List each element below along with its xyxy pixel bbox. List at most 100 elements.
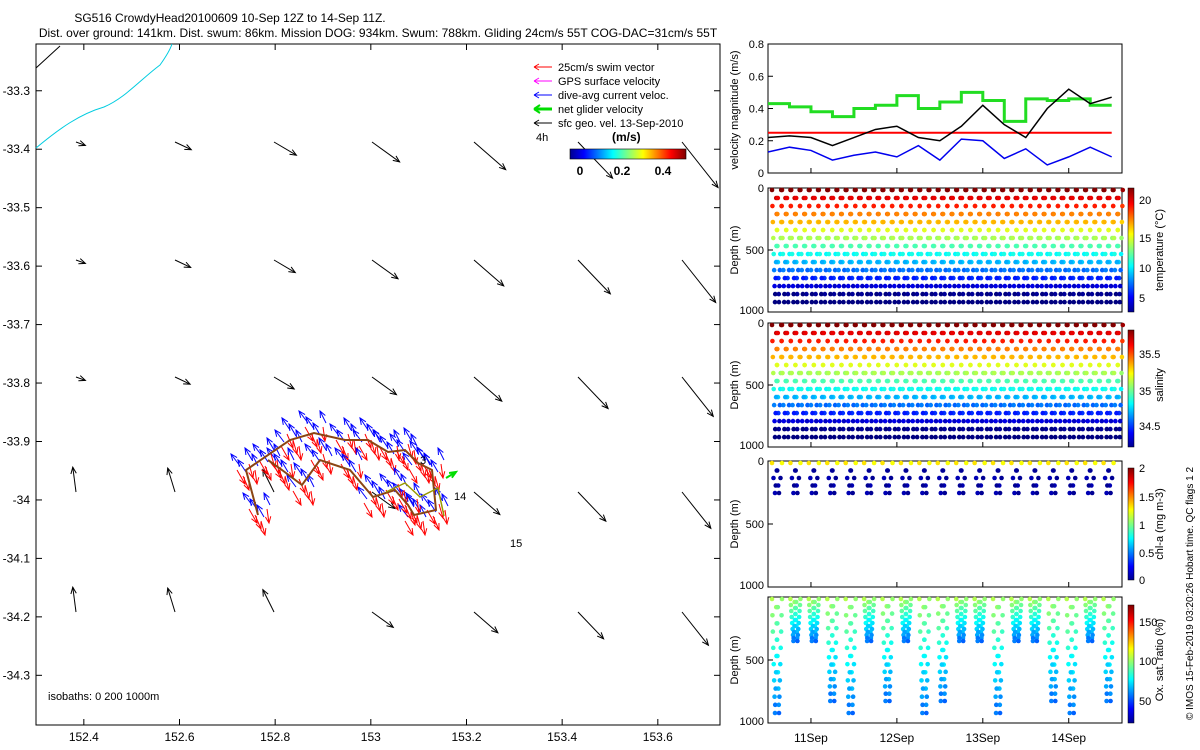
oxygen-sample-point: [847, 686, 852, 691]
salinity-sample-point: [956, 418, 962, 424]
geo-velocity-arrow-head: [599, 514, 607, 523]
salinity-sample-point: [993, 426, 999, 432]
temperature-sample-point: [1060, 211, 1066, 217]
salinity-sample-point: [966, 410, 972, 416]
temperature-sample-point: [1014, 211, 1020, 217]
oxygen-sample-point: [995, 637, 1001, 643]
salinity-sample-point: [952, 418, 957, 424]
temperature-sample-point: [836, 283, 842, 289]
temperature-sample-point: [1029, 267, 1035, 273]
salinity-sample-point: [1013, 378, 1019, 384]
temperature-sample-point: [1087, 243, 1092, 249]
temperature-sample-point: [820, 227, 826, 233]
salinity-sample-point: [1056, 386, 1062, 392]
temperature-sample-point: [970, 267, 976, 273]
oxygen-sample-point: [811, 617, 816, 623]
salinity-sample-point: [1000, 354, 1006, 360]
salinity-sample-point: [957, 426, 962, 432]
temperature-sample-point: [939, 259, 945, 265]
temperature-sample-point: [979, 291, 984, 297]
temperature-sample-point: [1085, 267, 1090, 273]
geo-velocity-arrow: [681, 259, 717, 303]
salinity-sample-point: [786, 418, 791, 424]
temperature-sample-point: [844, 235, 850, 241]
chla-sample-point: [880, 460, 885, 466]
salinity-sample-point: [1031, 394, 1037, 400]
oxygen-sample-point: [793, 605, 799, 611]
salinity-sample-point: [892, 418, 897, 424]
geo-velocity-arrow-head: [287, 382, 296, 390]
salinity-sample-point: [1057, 418, 1063, 424]
temperature-sample-point: [791, 291, 796, 297]
temperature-sample-point: [905, 291, 911, 297]
temperature-sample-point: [933, 291, 938, 297]
temperature-sample-point: [782, 275, 788, 281]
salinity-sample-point: [920, 410, 926, 416]
salinity-sample-point: [991, 338, 996, 344]
salinity-sample-point: [900, 402, 906, 408]
temperature-sample-point: [995, 243, 1000, 249]
oxygen-sample-point: [1033, 599, 1038, 605]
oxygen-sample-point: [806, 602, 812, 608]
salinity-sample-point: [864, 434, 870, 440]
oxygen-sample-point: [1037, 596, 1043, 602]
salinity-sample-point: [819, 394, 825, 400]
temperature-sample-point: [853, 203, 858, 209]
temperature-sample-point: [793, 211, 799, 217]
chla-sample-point: [789, 475, 795, 481]
salinity-sample-point: [878, 434, 883, 440]
dive-avg-current-vector: [295, 429, 303, 443]
swim-vector-head: [429, 476, 436, 486]
salinity-sample-point: [1099, 418, 1105, 424]
temperature-sample-point: [1066, 267, 1072, 273]
geo-velocity-arrow: [577, 611, 604, 640]
oxygen-sample-point: [828, 691, 833, 697]
temperature-sample-point: [770, 203, 775, 209]
temperature-sample-point: [771, 251, 777, 257]
velocity-lines: 00.20.40.60.8: [749, 39, 1112, 180]
temperature-sample-point: [986, 211, 992, 217]
oxygen-sample-point: [1034, 638, 1040, 644]
chla-sample-point: [980, 475, 986, 481]
salinity-sample-point: [940, 346, 946, 352]
temperature-sample-point: [1096, 227, 1102, 233]
salinity-sample-point: [966, 434, 971, 440]
salinity-sample-point: [863, 402, 869, 408]
map-ytick-label: -33.5: [3, 201, 31, 215]
oxygen-sample-point: [998, 694, 1003, 700]
temperature-sample-point: [840, 291, 846, 297]
geo-velocity-arrow: [577, 259, 611, 295]
temperature-sample-point: [830, 195, 836, 201]
dive-avg-current-vector: [341, 453, 351, 467]
chla-sample-point: [1029, 475, 1034, 481]
salinity-sample-point: [897, 402, 902, 408]
geo-velocity-arrow: [681, 376, 714, 417]
salinity-sample-point: [896, 426, 901, 432]
salinity-sample-point: [1058, 410, 1064, 416]
chla-sample-point: [824, 460, 830, 466]
salinity-sample-point: [770, 370, 776, 376]
oxygen-sample-point: [956, 638, 962, 644]
salinity-sample-point: [827, 418, 833, 424]
temperature-sample-point: [1046, 219, 1052, 225]
salinity-sample-point: [931, 346, 937, 352]
map-ytick-label: -33.8: [3, 376, 31, 390]
geo-velocity-arrow-head: [498, 163, 507, 171]
oxygen-sample-point: [904, 605, 909, 611]
oxygen-sample-point: [901, 638, 907, 644]
salinity-sample-point: [1029, 402, 1035, 408]
temperature-sample-point: [979, 299, 984, 305]
oxygen-sample-point: [775, 621, 780, 626]
dive-avg-current-vector: [379, 435, 389, 449]
oxygen-sample-point: [1054, 654, 1059, 660]
temperature-sample-point: [904, 211, 909, 217]
dive-avg-current-vector: [274, 429, 285, 443]
salinity-sample-point: [1089, 426, 1095, 432]
temperature-sample-point: [1021, 291, 1027, 297]
temperature-sample-point: [946, 267, 952, 273]
temperature-sample-point: [868, 299, 874, 305]
salinity-sample-point: [837, 434, 842, 440]
dive-avg-current-vector-head: [396, 438, 404, 447]
salinity-sample-point: [850, 426, 855, 432]
dive-avg-current-vector: [441, 493, 449, 507]
